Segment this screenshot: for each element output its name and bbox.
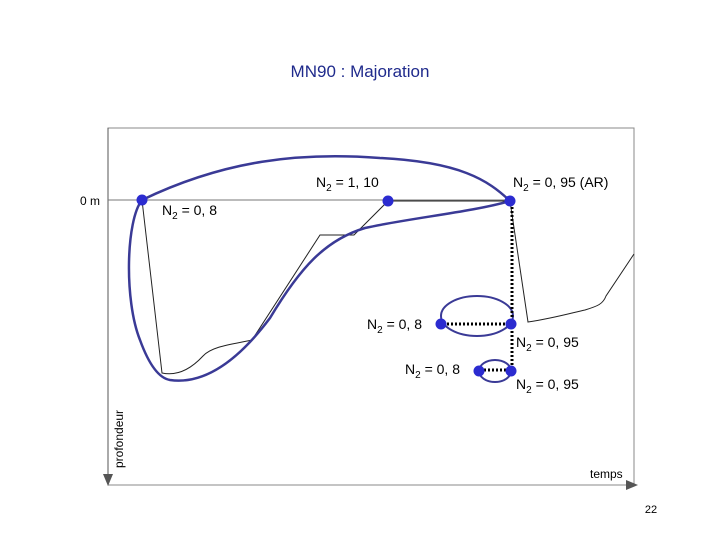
n2-label-stop2-right: N2 = 0, 95: [516, 376, 579, 396]
lower-loop: [170, 212, 440, 380]
dive-profile: [141, 199, 635, 375]
point-stop-lower-left: [473, 365, 485, 377]
point-ascent-surface: [504, 195, 516, 207]
depth-zero-label: 0 m: [80, 194, 100, 208]
point-stop-upper-left: [435, 318, 447, 330]
n2-label-mid: N2 = 1, 10: [316, 174, 379, 194]
page-number: 22: [644, 504, 658, 516]
depth-axis-label: profondeur: [112, 410, 126, 468]
point-descent-start: [136, 194, 148, 206]
x-axis-arrow: [626, 480, 638, 490]
n2-label-descent: N2 = 0, 8: [162, 202, 217, 222]
n2-label-stop1-left: N2 = 0, 8: [367, 316, 422, 336]
point-stop-lower-right: [505, 365, 517, 377]
n2-label-ascent: N2 = 0, 95 (AR): [513, 174, 608, 194]
stop-ellipse-upper: [440, 295, 514, 337]
point-mid-surface: [382, 195, 394, 207]
point-stop-upper-right: [505, 318, 517, 330]
n2-label-stop1-right: N2 = 0, 95: [516, 334, 579, 354]
majoration-curve: [127, 154, 513, 382]
time-axis-label: temps: [590, 467, 623, 481]
n2-label-stop2-left: N2 = 0, 8: [405, 361, 460, 381]
slide-title: MN90 : Majoration: [290, 62, 430, 81]
y-axis-arrow: [103, 474, 113, 486]
